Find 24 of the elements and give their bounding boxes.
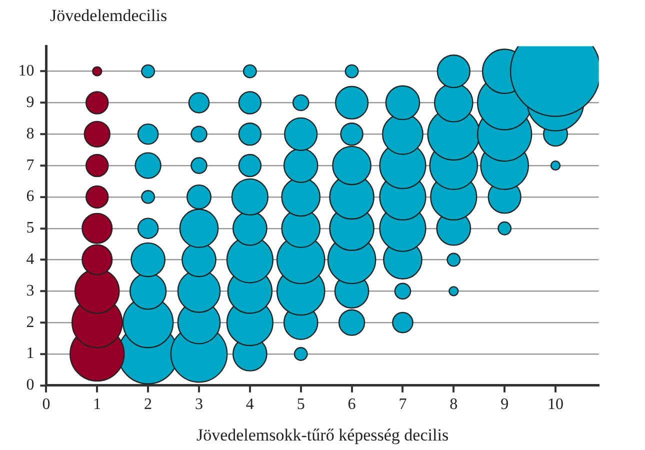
x-axis-title: Jövedelemsokk-tűrő képesség decilis — [196, 425, 449, 444]
y-axis-title: Jövedelemdecilis — [50, 6, 168, 25]
y-tick-label: 3 — [26, 282, 34, 300]
y-tick-label: 1 — [26, 345, 34, 362]
x-tick-label: 0 — [42, 396, 50, 414]
x-tick-label: 4 — [246, 396, 254, 414]
y-tick-label: 0 — [26, 376, 34, 394]
x-tick-label: 5 — [296, 396, 305, 414]
x-tick-label: 8 — [450, 396, 458, 414]
y-tick-label: 6 — [26, 188, 34, 206]
y-tick-label: 5 — [26, 220, 34, 237]
x-tick-label: 2 — [144, 396, 152, 414]
x-tick-label: 3 — [194, 396, 203, 414]
x-tick-label: 6 — [348, 396, 356, 414]
y-tick-label: 4 — [26, 250, 34, 268]
y-tick-label: 7 — [26, 156, 34, 174]
x-tick-label: 1 — [93, 396, 102, 414]
x-tick-label: 9 — [500, 396, 509, 414]
y-tick-label: 10 — [18, 62, 34, 80]
y-tick-label: 9 — [26, 94, 34, 111]
y-tick-label: 2 — [26, 314, 34, 331]
y-tick-label: 8 — [26, 125, 34, 142]
x-tick-label: 7 — [398, 396, 407, 414]
x-tick-label: 10 — [548, 396, 564, 414]
